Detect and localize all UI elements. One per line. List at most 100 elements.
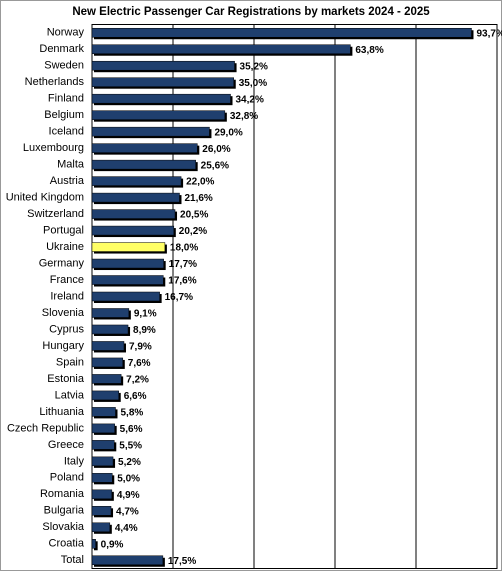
y-tick-label: Estonia (47, 373, 85, 385)
value-label: 0,9% (101, 539, 124, 550)
value-label: 9,1% (134, 309, 157, 320)
y-tick-label: Iceland (49, 126, 84, 138)
y-tick-label: Latvia (55, 389, 85, 401)
bar (91, 555, 164, 566)
value-label: 5,5% (119, 441, 142, 452)
bar (91, 357, 124, 368)
bar (91, 341, 125, 351)
y-tick-label: Lithuania (39, 406, 85, 418)
value-label: 16,7% (165, 292, 193, 303)
value-label: 4,9% (117, 490, 140, 501)
y-tick-label: Ukraine (46, 241, 84, 253)
y-tick-label: Italy (64, 455, 85, 467)
y-tick-label: Czech Republic (7, 422, 85, 434)
y-tick-label: Germany (39, 257, 85, 269)
bar (91, 27, 472, 38)
y-tick-label: Bulgaria (44, 505, 85, 517)
y-tick-label: France (50, 274, 84, 286)
value-label: 25,6% (201, 160, 229, 171)
y-tick-label: Malta (57, 159, 85, 171)
y-tick-label: Ireland (50, 290, 84, 302)
bar (91, 110, 226, 120)
value-label: 7,2% (126, 375, 149, 386)
bar (91, 291, 160, 302)
y-tick-label: Netherlands (25, 76, 85, 88)
bar (91, 44, 351, 54)
bar (91, 209, 176, 219)
bar (91, 242, 166, 252)
y-tick-label: Croatia (49, 538, 85, 550)
value-label: 17,5% (168, 556, 196, 567)
value-label: 32,8% (230, 111, 258, 122)
y-tick-label: Finland (48, 93, 84, 105)
bar (91, 77, 234, 87)
y-tick-label: Spain (56, 356, 84, 368)
y-tick-label: Romania (40, 488, 85, 500)
y-tick-label: Portugal (43, 224, 84, 236)
bar (91, 159, 196, 170)
value-label: 35,0% (239, 78, 267, 89)
value-label: 93,7% (476, 28, 502, 39)
bar (91, 93, 231, 104)
y-tick-label: Poland (50, 472, 84, 484)
chart-title: New Electric Passenger Car Registrations… (72, 6, 430, 18)
bar (91, 440, 115, 450)
bar (91, 489, 113, 500)
value-label: 4,4% (115, 523, 138, 534)
bar (91, 258, 164, 269)
bar (91, 192, 180, 203)
bar (91, 308, 130, 318)
bar (91, 374, 122, 384)
bar (91, 143, 198, 153)
bar (91, 324, 129, 335)
y-tick-label: United Kingdom (6, 191, 84, 203)
y-tick-label: Greece (48, 439, 84, 451)
value-label: 35,2% (240, 61, 268, 72)
bar (91, 126, 210, 137)
y-tick-label: Luxembourg (23, 142, 84, 154)
value-label: 7,6% (128, 358, 151, 369)
value-label: 18,0% (170, 243, 198, 254)
bar (91, 225, 175, 236)
value-label: 5,0% (117, 473, 140, 484)
bar (91, 60, 235, 71)
y-tick-label: Sweden (44, 60, 84, 72)
value-label: 20,5% (180, 210, 208, 221)
bar (91, 456, 114, 467)
bar (91, 473, 113, 483)
value-label: 34,2% (236, 94, 264, 105)
y-tick-label: Norway (47, 27, 85, 39)
y-tick-label: Belgium (44, 109, 84, 121)
value-label: 20,2% (179, 226, 207, 237)
y-tick-label: Austria (50, 175, 85, 187)
bar (91, 522, 111, 533)
bar (91, 407, 116, 417)
bar (91, 176, 182, 186)
y-tick-label: Denmark (39, 43, 84, 55)
bar (91, 390, 119, 401)
bar (91, 539, 96, 549)
y-tick-label: Total (61, 554, 84, 566)
y-tick-label: Switzerland (27, 208, 84, 220)
value-label: 17,7% (169, 259, 197, 270)
value-label: 6,6% (124, 391, 147, 402)
value-label: 29,0% (214, 127, 242, 138)
value-label: 4,7% (116, 506, 139, 517)
value-label: 7,9% (129, 342, 152, 353)
y-tick-label: Slovakia (42, 521, 84, 533)
y-tick-label: Cyprus (49, 323, 84, 335)
bar (91, 275, 164, 285)
value-label: 22,0% (186, 177, 214, 188)
value-label: 63,8% (355, 45, 383, 56)
y-tick-label: Slovenia (42, 307, 85, 319)
value-label: 17,6% (168, 276, 196, 287)
value-label: 5,8% (120, 408, 143, 419)
bar (91, 506, 112, 516)
value-label: 8,9% (133, 325, 156, 336)
bar (91, 423, 115, 434)
value-label: 5,6% (120, 424, 143, 435)
y-tick-label: Hungary (42, 340, 84, 352)
value-label: 21,6% (184, 193, 212, 204)
